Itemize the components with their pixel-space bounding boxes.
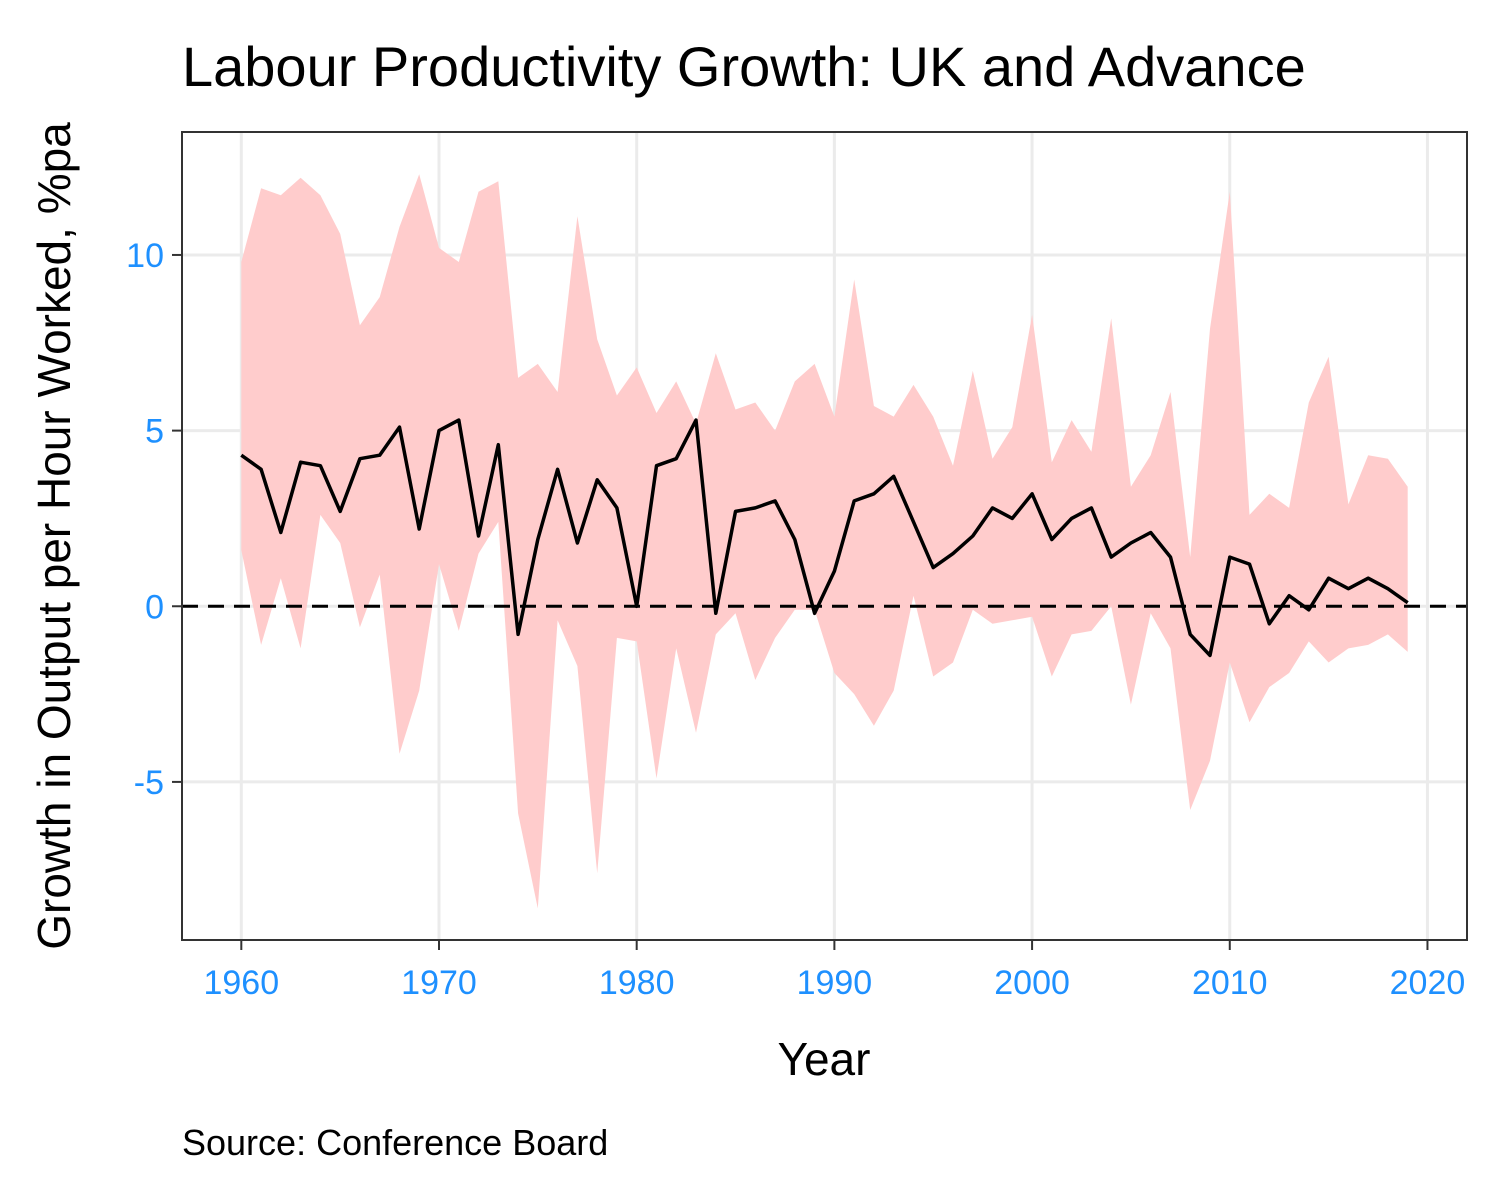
y-tick-label: 10: [126, 237, 164, 275]
x-tick-label: 1980: [599, 964, 675, 1002]
uk-series-line: [240, 418, 1409, 658]
y-axis-title: Growth in Output per Hour Worked, %pa: [28, 122, 80, 950]
x-tick-label: 2000: [994, 964, 1070, 1002]
y-tick-label: 0: [145, 588, 164, 626]
x-tick-label: 2020: [1390, 964, 1466, 1002]
chart-title: Labour Productivity Growth: UK and Advan…: [182, 35, 1306, 98]
plot-frame: [181, 131, 1468, 941]
y-tick-label: 5: [145, 413, 164, 451]
y-tick-label: -5: [134, 764, 164, 802]
y-axis: -5 0 5 10: [126, 237, 182, 802]
x-tick-label: 2010: [1192, 964, 1268, 1002]
x-axis-title: Year: [778, 1033, 871, 1085]
x-tick-label: 1960: [203, 964, 279, 1002]
range-band: [241, 174, 1408, 909]
x-tick-label: 1970: [401, 964, 477, 1002]
x-tick-label: 1990: [797, 964, 873, 1002]
x-axis: 1960 1970 1980 1990 2000 2010 2020: [203, 940, 1465, 1002]
source-caption: Source: Conference Board: [182, 1122, 608, 1163]
